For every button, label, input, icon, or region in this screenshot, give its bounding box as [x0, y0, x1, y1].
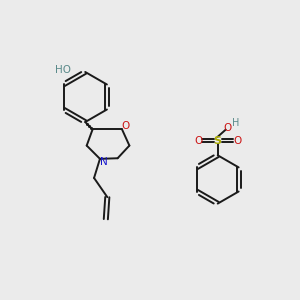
Text: O: O [194, 136, 202, 146]
Text: O: O [122, 121, 130, 131]
Text: S: S [214, 136, 222, 146]
Text: O: O [233, 136, 241, 146]
Text: N: N [100, 158, 107, 167]
Text: HO: HO [55, 65, 71, 76]
Text: O: O [223, 123, 231, 133]
Text: H: H [232, 118, 239, 128]
